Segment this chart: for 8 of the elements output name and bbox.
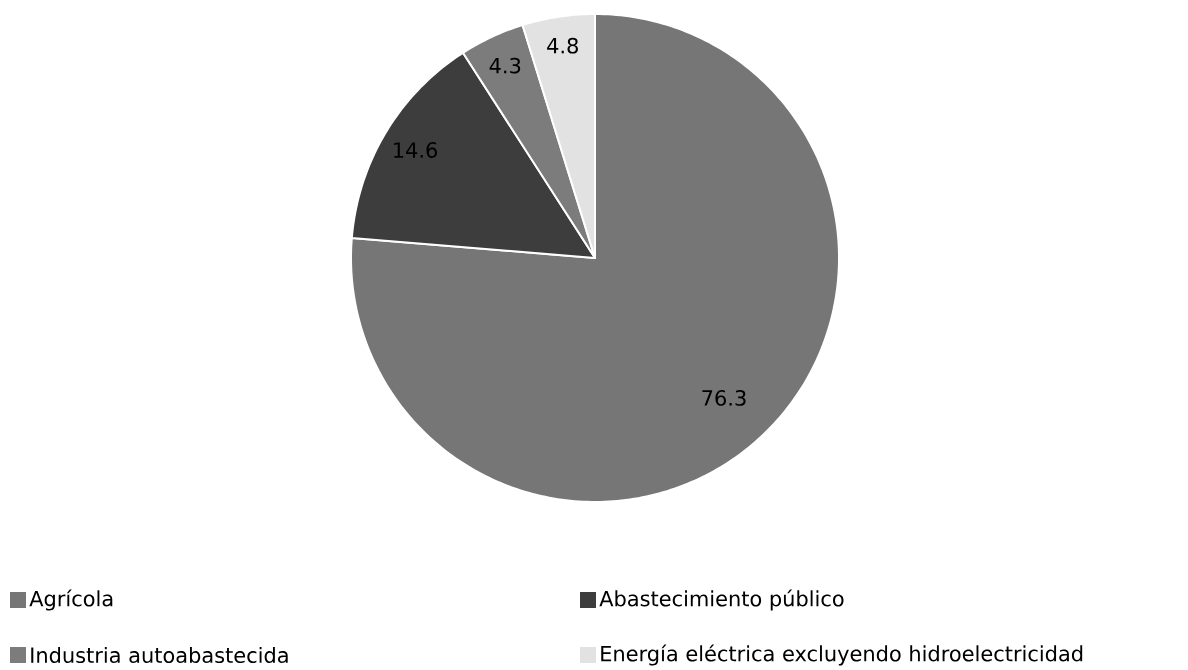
legend-label: Agrícola [29, 589, 113, 611]
legend-label: Abastecimiento público [599, 589, 844, 611]
legend-label: Industria autoabastecida [31, 646, 288, 664]
data-label: 4.8 [547, 37, 578, 54]
data-label: 14.6 [394, 142, 438, 158]
data-label: 4.3 [489, 57, 521, 74]
data-label: 76.3 [702, 390, 746, 406]
legend-label: Energía eléctrica excluyendo hidroelectricidad [601, 644, 1083, 666]
